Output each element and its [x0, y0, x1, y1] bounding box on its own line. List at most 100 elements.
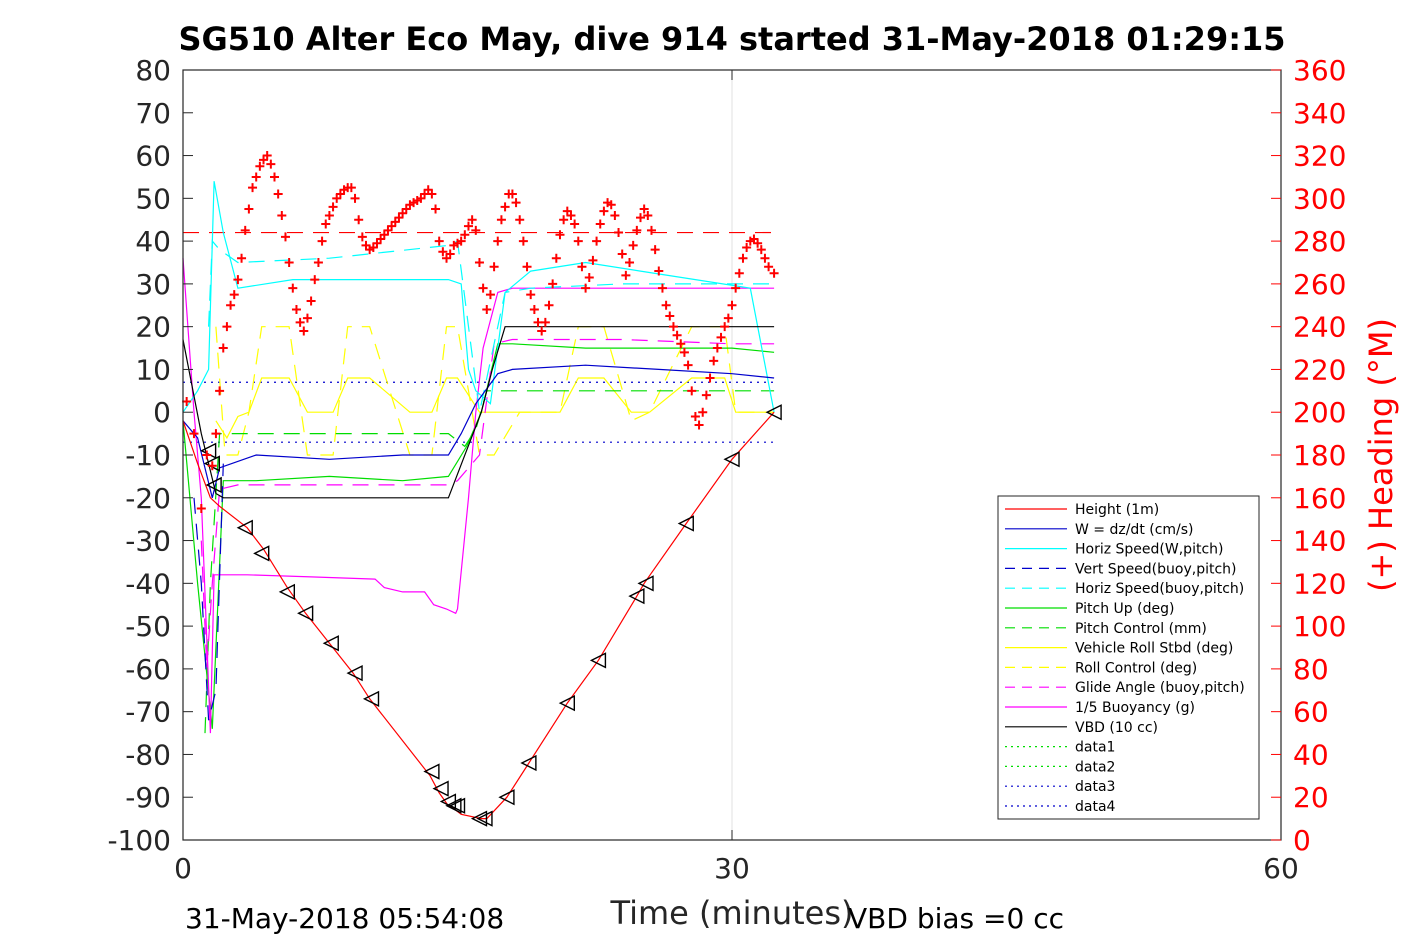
- heading-point: [628, 240, 638, 250]
- height-marker: [445, 797, 462, 814]
- heading-point: [511, 198, 521, 208]
- heading-point: [661, 300, 671, 310]
- height-marker: [297, 605, 314, 622]
- heading-point: [657, 283, 667, 293]
- heading-point: [694, 420, 704, 430]
- heading-point: [299, 326, 309, 336]
- height-marker: [278, 583, 296, 601]
- heading-point: [507, 189, 517, 199]
- y-tick-label: -90: [125, 781, 171, 814]
- heading-point: [438, 247, 448, 257]
- y-tick-label: 20: [135, 311, 171, 344]
- heading-point: [515, 215, 525, 225]
- heading-point: [218, 343, 228, 353]
- legend-label: data4: [1075, 799, 1116, 815]
- chart-title: SG510 Alter Eco May, dive 914 started 31…: [178, 20, 1285, 58]
- heading-point: [617, 249, 627, 259]
- heading-point: [196, 503, 206, 513]
- heading-point: [709, 356, 719, 366]
- right-tick-label: 200: [1293, 396, 1346, 429]
- heading-point: [493, 236, 503, 246]
- heading-point: [606, 200, 616, 210]
- heading-point: [687, 386, 697, 396]
- heading-point: [599, 206, 609, 216]
- series-horiz-speed-w: [182, 181, 775, 413]
- height-marker: [637, 575, 654, 592]
- heading-point: [182, 397, 192, 407]
- heading-point: [431, 204, 441, 214]
- heading-point: [625, 258, 635, 267]
- heading-point: [705, 373, 715, 383]
- heading-point: [463, 221, 473, 231]
- x-tick-label: 30: [714, 852, 750, 885]
- right-axis-label: (+) Heading (°M): [1362, 318, 1400, 592]
- height-marker: [253, 545, 270, 562]
- y-tick-label: -10: [125, 439, 171, 472]
- heading-point: [207, 461, 217, 471]
- heading-point: [456, 236, 466, 246]
- height-marker: [236, 519, 253, 536]
- heading-point: [559, 215, 569, 225]
- heading-point: [317, 236, 327, 246]
- heading-point: [720, 322, 730, 332]
- heading-point: [262, 151, 272, 161]
- y-tick-label: 10: [135, 353, 171, 386]
- series-pitch-up: [182, 343, 775, 729]
- right-tick-label: 300: [1293, 182, 1346, 215]
- y-tick-label: 80: [135, 54, 171, 87]
- heading-point: [273, 189, 283, 199]
- heading-point: [291, 305, 301, 315]
- legend-box: [997, 495, 1260, 820]
- right-tick-label: 320: [1293, 140, 1346, 173]
- legend-label: Pitch Up (deg): [1075, 601, 1174, 617]
- right-tick-label: 180: [1293, 439, 1346, 472]
- heading-point: [555, 230, 565, 240]
- heading-point: [295, 317, 305, 327]
- heading-point: [683, 360, 693, 370]
- height-marker: [346, 665, 363, 682]
- height-marker: [677, 515, 694, 532]
- x-tick-label: 60: [1263, 852, 1299, 885]
- heading-point: [537, 326, 547, 336]
- right-tick-label: 280: [1293, 225, 1346, 258]
- right-tick-label: 100: [1293, 610, 1346, 643]
- right-tick-label: 160: [1293, 482, 1346, 515]
- heading-point: [738, 253, 748, 263]
- vbd-bias-note: VBD bias =0 cc: [848, 902, 1064, 935]
- right-tick-label: 360: [1293, 54, 1346, 87]
- series-buoyancy: [182, 258, 775, 734]
- legend-label: Height (1m): [1075, 502, 1159, 518]
- heading-point: [445, 249, 455, 259]
- right-tick-label: 140: [1293, 525, 1346, 558]
- heading-point: [592, 236, 602, 246]
- heading-point: [215, 386, 225, 396]
- heading-point: [485, 290, 495, 300]
- y-tick-label: -20: [125, 482, 171, 515]
- legend-label: 1/5 Buoyancy (g): [1075, 700, 1195, 716]
- heading-point: [233, 275, 243, 285]
- heading-point: [769, 268, 779, 278]
- y-tick-label: -80: [125, 738, 171, 771]
- heading-point: [650, 245, 660, 255]
- heading-point: [764, 262, 774, 272]
- heading-point: [566, 210, 576, 220]
- heading-point: [668, 322, 678, 332]
- height-marker: [322, 635, 339, 652]
- right-tick-label: 340: [1293, 97, 1346, 130]
- heading-point: [237, 253, 247, 263]
- heading-point: [610, 210, 620, 220]
- heading-point: [496, 215, 506, 225]
- height-marker: [476, 810, 493, 827]
- heading-point: [742, 243, 752, 253]
- y-tick-label: 40: [135, 225, 171, 258]
- x-tick-label: 0: [174, 852, 192, 885]
- legend-label: Vert Speed(buoy,pitch): [1075, 561, 1237, 577]
- y-tick-label: -40: [125, 567, 171, 600]
- heading-point: [189, 429, 199, 439]
- heading-point: [310, 275, 320, 285]
- heading-point: [288, 283, 298, 293]
- heading-point: [621, 270, 631, 280]
- y-tick-label: -30: [125, 525, 171, 558]
- right-tick-label: 220: [1293, 353, 1346, 386]
- footer-timestamp: 31-May-2018 05:54:08: [185, 902, 504, 935]
